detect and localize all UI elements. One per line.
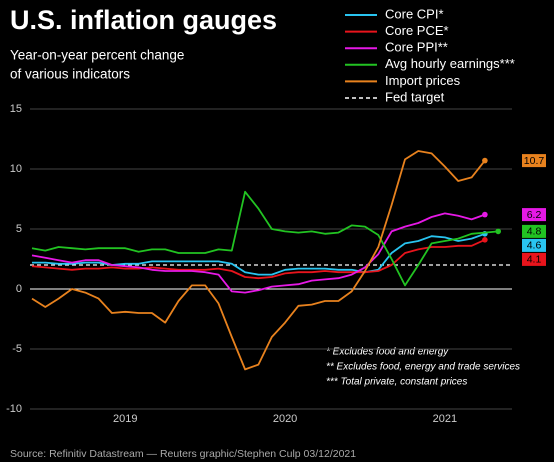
subtitle: Year-on-year percent change — [10, 48, 184, 63]
end-label: 4.8 — [527, 226, 542, 238]
end-label-box — [522, 238, 546, 252]
y-tick-label: 10 — [10, 163, 22, 175]
legend-label: Core PPI** — [385, 40, 448, 55]
footnote: ** Excludes food, energy and trade servi… — [326, 362, 520, 373]
series-line — [31, 238, 486, 280]
end-label-box — [522, 154, 546, 168]
source: Source: Refinitiv Datastream — Reuters g… — [10, 448, 356, 460]
x-tick-label: 2021 — [433, 413, 457, 425]
end-point — [482, 157, 488, 164]
footnote: *** Total private, constant prices — [326, 377, 467, 388]
y-tick-label: 5 — [16, 223, 22, 235]
end-point — [482, 237, 488, 243]
series-line — [31, 150, 486, 371]
y-tick-label: 15 — [10, 103, 22, 115]
end-label-box — [522, 252, 546, 266]
legend-label: Import prices — [385, 73, 461, 88]
legend-label: Core CPI* — [385, 6, 444, 21]
series-line — [31, 212, 486, 294]
y-tick-label: -5 — [12, 343, 22, 355]
end-label-box — [522, 208, 546, 222]
end-point — [495, 228, 502, 235]
x-tick-label: 2020 — [273, 413, 297, 425]
end-label-box — [522, 224, 546, 238]
end-label: 4.6 — [527, 240, 542, 252]
x-tick-label: 2019 — [113, 413, 137, 425]
end-point — [482, 211, 488, 218]
end-label: 10.7 — [524, 155, 545, 167]
end-label: 6.2 — [527, 209, 542, 221]
y-tick-label: 0 — [16, 283, 22, 295]
end-label: 4.1 — [527, 254, 542, 266]
series-line — [31, 190, 499, 287]
legend-label: Avg hourly earnings*** — [385, 56, 515, 71]
chart-title: U.S. inflation gauges — [10, 5, 277, 35]
footnote: * Excludes food and energy — [326, 347, 449, 358]
y-tick-label: -10 — [6, 403, 22, 415]
legend-label: Fed target — [385, 89, 445, 104]
legend-label: Core PCE* — [385, 23, 449, 38]
subtitle: of various indicators — [10, 67, 130, 82]
